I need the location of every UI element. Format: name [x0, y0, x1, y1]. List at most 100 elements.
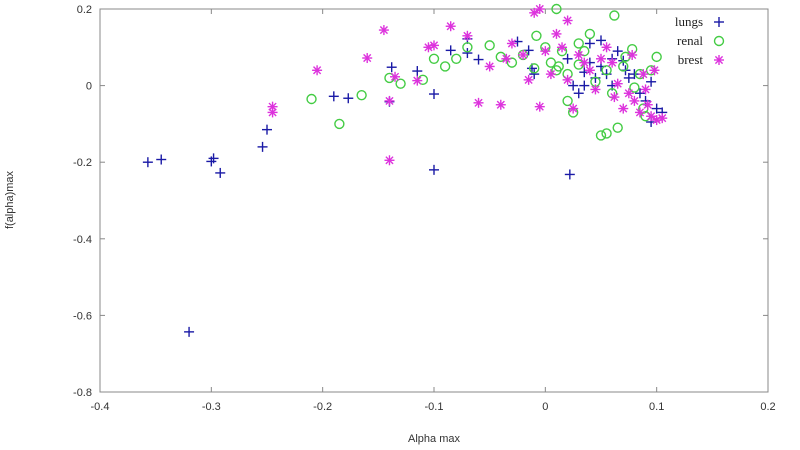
- brest-point: [634, 107, 645, 118]
- axis-ticks: [99, 8, 769, 393]
- lungs-point: [257, 141, 268, 152]
- lungs-point: [412, 66, 423, 77]
- x-axis-title: Alpha max: [408, 433, 460, 445]
- brest-point: [596, 53, 606, 64]
- brest-point: [384, 155, 395, 166]
- brest-point: [501, 53, 512, 64]
- brest-point: [557, 42, 568, 53]
- brest-point: [618, 103, 629, 114]
- renal-point: [573, 38, 584, 49]
- lungs-point: [462, 48, 473, 59]
- brest-point: [638, 69, 649, 80]
- y-tick-label: 0: [86, 81, 92, 93]
- renal-point: [506, 57, 518, 68]
- lungs-point: [208, 153, 219, 164]
- lungs-point: [429, 164, 439, 175]
- brest-point: [607, 57, 618, 68]
- brest-point: [529, 7, 540, 18]
- lungs-point: [579, 80, 590, 91]
- lungs-point: [564, 169, 575, 180]
- lungs-point: [623, 72, 634, 83]
- renal-point: [356, 89, 367, 101]
- renal-point: [306, 93, 317, 105]
- x-tick-label: -0.1: [425, 401, 444, 413]
- y-tick-label: -0.4: [73, 234, 92, 246]
- brest-point: [484, 61, 495, 72]
- legend-label-renal: renal: [677, 33, 703, 48]
- lungs-point: [142, 157, 153, 168]
- brest-point: [627, 49, 638, 60]
- legend: lungs renal brest: [675, 14, 725, 67]
- lungs-point: [629, 69, 640, 80]
- brest-point: [534, 101, 545, 112]
- lungs-point: [634, 88, 645, 99]
- lungs-point: [343, 93, 354, 104]
- renal-point: [439, 61, 451, 72]
- renal-point: [334, 118, 345, 130]
- brest-point: [573, 49, 584, 60]
- brest-point: [378, 25, 389, 36]
- lungs-point: [262, 124, 272, 135]
- brest-point: [390, 71, 401, 82]
- renal-point: [553, 61, 564, 72]
- brest-point: [473, 97, 484, 108]
- renal-point: [601, 65, 612, 76]
- renal-point: [651, 51, 662, 63]
- lungs-point: [573, 88, 584, 99]
- renal-point: [529, 63, 540, 74]
- lungs-point: [445, 45, 456, 56]
- renal-point: [618, 61, 629, 72]
- lungs-point: [215, 167, 226, 178]
- lungs-point: [429, 89, 439, 100]
- lungs-point: [646, 76, 657, 87]
- series-lungs: [142, 33, 668, 337]
- renal-point: [579, 45, 590, 57]
- y-tick-label: -0.2: [73, 157, 92, 169]
- y-tick-label: 0.2: [77, 4, 92, 16]
- y-axis-title: f(alpha)max: [4, 170, 16, 229]
- brest-point: [642, 99, 653, 110]
- brest-point: [629, 95, 640, 106]
- legend-marker-renal: [713, 35, 725, 47]
- renal-point: [531, 30, 542, 42]
- brest-point: [545, 69, 556, 80]
- brest-point: [623, 88, 634, 99]
- lungs-point: [529, 69, 540, 80]
- renal-point: [484, 40, 495, 51]
- lungs-point: [612, 46, 623, 57]
- renal-point: [428, 53, 440, 64]
- series-brest: [267, 4, 668, 166]
- legend-label-brest: brest: [678, 52, 704, 67]
- brest-point: [649, 65, 660, 76]
- legend-label-lungs: lungs: [675, 14, 703, 29]
- brest-point: [506, 38, 517, 49]
- x-tick-label: -0.2: [313, 401, 332, 413]
- x-axis-tick-labels: -0.4 -0.3 -0.2 -0.1 0 0.1 0.2: [91, 401, 776, 413]
- renal-point: [629, 82, 640, 93]
- lungs-point: [328, 91, 339, 102]
- x-tick-label: -0.4: [91, 401, 110, 413]
- brest-point: [584, 65, 595, 76]
- lungs-point: [473, 54, 484, 65]
- renal-point: [601, 128, 612, 139]
- y-axis-tick-labels: -0.8 -0.6 -0.4 -0.2 0 0.2: [73, 4, 92, 399]
- brest-point: [412, 75, 423, 86]
- brest-point: [612, 78, 623, 89]
- brest-point: [640, 84, 651, 95]
- renal-point: [462, 42, 473, 53]
- legend-marker-brest: [714, 55, 724, 65]
- brest-point: [362, 53, 373, 64]
- renal-point: [551, 3, 562, 15]
- lungs-point: [568, 80, 579, 91]
- brest-point: [462, 30, 473, 41]
- y-tick-label: -0.6: [73, 310, 92, 322]
- lungs-point: [562, 53, 573, 64]
- lungs-point: [596, 35, 606, 46]
- brest-point: [590, 84, 601, 95]
- brest-point: [562, 15, 573, 26]
- brest-point: [601, 42, 612, 53]
- renal-point: [562, 95, 573, 107]
- x-tick-label: 0: [542, 401, 548, 413]
